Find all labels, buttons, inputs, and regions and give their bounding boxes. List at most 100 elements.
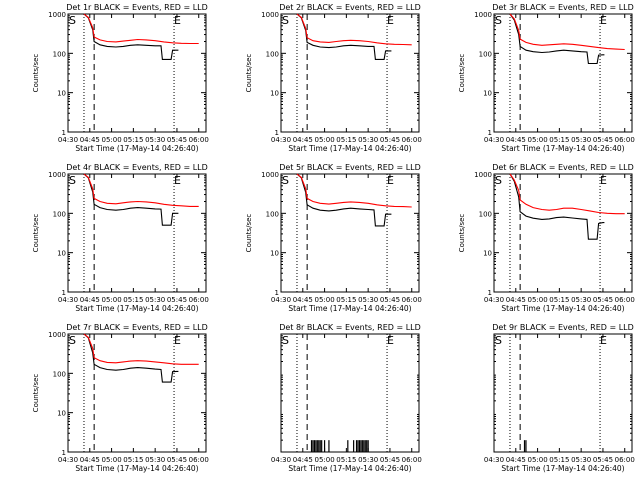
x-tick-label: 05:00 xyxy=(527,296,547,304)
x-tick-label: 05:30 xyxy=(571,456,591,464)
panel-det-8: Det 8r BLACK = Events, RED = LLD 04:30 04:… xyxy=(271,323,422,473)
y-axis-label: Counts/sec xyxy=(32,54,40,93)
x-axis-label: Start Time (17-May-14 04:26:40) xyxy=(501,144,624,153)
x-tick-label: 06:00 xyxy=(402,136,422,144)
marker-s: S xyxy=(69,14,76,27)
x-tick-label: 04:45 xyxy=(80,296,100,304)
events-series-line xyxy=(83,333,179,383)
x-tick-label: 04:45 xyxy=(506,136,526,144)
panel-title: Det 9r BLACK = Events, RED = LLD xyxy=(492,323,634,332)
panel-title: Det 4r BLACK = Events, RED = LLD xyxy=(66,163,208,172)
marker-e: E xyxy=(174,14,181,27)
plot-frame xyxy=(67,13,207,133)
x-tick-label: 05:30 xyxy=(571,136,591,144)
y-tick-label: 1 xyxy=(275,129,279,137)
y-tick-label: 10 xyxy=(270,90,279,98)
plot-frame xyxy=(67,333,207,453)
x-axis-label: Start Time (17-May-14 04:26:40) xyxy=(75,144,198,153)
marker-e: E xyxy=(600,14,607,27)
y-tick-label: 100 xyxy=(479,210,492,218)
x-tick-label: 05:30 xyxy=(358,136,378,144)
y-tick-label: 1 xyxy=(62,289,66,297)
marker-e: E xyxy=(174,334,181,347)
x-axis-label: Start Time (17-May-14 04:26:40) xyxy=(75,464,198,473)
y-tick-label: 1000 xyxy=(48,171,66,179)
marker-e: E xyxy=(600,174,607,187)
x-axis-label: Start Time (17-May-14 04:26:40) xyxy=(288,304,411,313)
lld-series-line xyxy=(83,333,199,365)
y-tick-label: 1000 xyxy=(48,331,66,339)
plot-frame xyxy=(493,333,633,453)
y-tick-label: 100 xyxy=(479,50,492,58)
marker-s: S xyxy=(495,334,502,347)
y-tick-label: 10 xyxy=(270,250,279,258)
x-tick-label: 05:15 xyxy=(336,296,356,304)
lld-series-line xyxy=(83,173,199,207)
x-tick-label: 04:30 xyxy=(484,136,504,144)
panel-det-5: Det 5r BLACK = Events, RED = LLD 04:30 04:… xyxy=(245,163,422,313)
x-tick-label: 05:45 xyxy=(593,456,613,464)
x-tick-label: 05:00 xyxy=(101,456,121,464)
x-tick-label: 05:00 xyxy=(314,296,334,304)
plot-frame xyxy=(493,13,633,133)
panel-det-1: Det 1r BLACK = Events, RED = LLD 04:30 04:… xyxy=(32,3,209,153)
x-tick-label: 05:30 xyxy=(145,136,165,144)
lld-series-line xyxy=(509,13,625,51)
y-tick-label: 100 xyxy=(53,370,66,378)
y-axis-label: Counts/sec xyxy=(245,214,253,253)
x-tick-label: 06:00 xyxy=(615,296,635,304)
x-tick-label: 05:15 xyxy=(549,136,569,144)
x-tick-label: 05:15 xyxy=(336,136,356,144)
x-tick-label: 05:30 xyxy=(571,296,591,304)
x-axis-label: Start Time (17-May-14 04:26:40) xyxy=(288,144,411,153)
y-tick-label: 100 xyxy=(53,50,66,58)
plot-frame xyxy=(280,173,420,293)
x-tick-label: 04:30 xyxy=(58,456,78,464)
x-tick-label: 05:15 xyxy=(549,296,569,304)
marker-e: E xyxy=(387,334,394,347)
x-tick-label: 04:30 xyxy=(271,456,291,464)
x-axis-label: Start Time (17-May-14 04:26:40) xyxy=(75,304,198,313)
y-tick-label: 1 xyxy=(62,449,66,457)
x-tick-label: 06:00 xyxy=(402,296,422,304)
marker-s: S xyxy=(495,14,502,27)
y-tick-label: 10 xyxy=(483,90,492,98)
x-tick-label: 04:30 xyxy=(484,296,504,304)
x-tick-label: 04:45 xyxy=(293,136,313,144)
y-axis-label: Counts/sec xyxy=(458,54,466,93)
panel-det-9: Det 9r BLACK = Events, RED = LLD 04:30 04:… xyxy=(484,323,635,473)
panel-title: Det 2r BLACK = Events, RED = LLD xyxy=(279,3,421,12)
x-tick-label: 05:00 xyxy=(101,296,121,304)
panel-det-2: Det 2r BLACK = Events, RED = LLD 04:30 04:… xyxy=(245,3,422,153)
y-tick-label: 100 xyxy=(266,210,279,218)
y-tick-label: 1000 xyxy=(474,11,492,19)
x-tick-label: 05:45 xyxy=(380,136,400,144)
x-tick-label: 04:30 xyxy=(484,456,504,464)
y-tick-label: 10 xyxy=(57,250,66,258)
plot-frame xyxy=(280,333,420,453)
plot-frame xyxy=(493,173,633,293)
x-axis-label: Start Time (17-May-14 04:26:40) xyxy=(501,464,624,473)
y-tick-label: 1000 xyxy=(261,11,279,19)
y-tick-label: 10 xyxy=(57,90,66,98)
x-tick-label: 05:30 xyxy=(358,456,378,464)
marker-s: S xyxy=(282,334,289,347)
x-tick-label: 05:45 xyxy=(593,296,613,304)
marker-s: S xyxy=(282,174,289,187)
y-tick-label: 10 xyxy=(483,250,492,258)
x-tick-label: 06:00 xyxy=(189,456,209,464)
lld-series-line xyxy=(296,13,412,46)
x-tick-label: 05:15 xyxy=(123,296,143,304)
y-tick-label: 1 xyxy=(488,129,492,137)
y-tick-label: 1000 xyxy=(48,11,66,19)
x-tick-label: 04:45 xyxy=(80,136,100,144)
x-tick-label: 06:00 xyxy=(615,456,635,464)
marker-s: S xyxy=(69,174,76,187)
x-tick-label: 05:15 xyxy=(123,456,143,464)
panel-title: Det 6r BLACK = Events, RED = LLD xyxy=(492,163,634,172)
marker-e: E xyxy=(387,174,394,187)
x-axis-label: Start Time (17-May-14 04:26:40) xyxy=(501,304,624,313)
events-series-line xyxy=(509,13,605,65)
x-tick-label: 05:00 xyxy=(527,456,547,464)
